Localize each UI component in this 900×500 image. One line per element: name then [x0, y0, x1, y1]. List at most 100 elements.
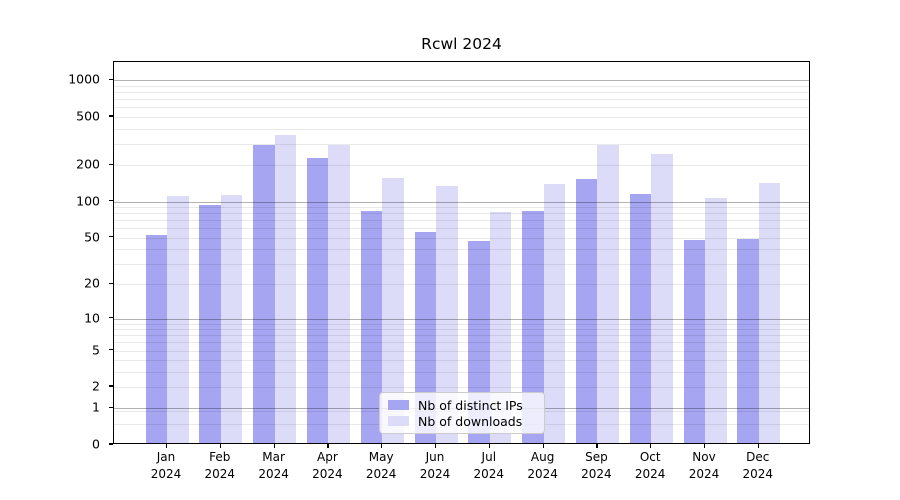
x-tick-label: Dec 2024 [742, 450, 774, 481]
bar-downloads [274, 134, 297, 443]
chart-title: Rcwl 2024 [421, 35, 502, 53]
y-tick-mark [109, 115, 113, 117]
gridline-minor [114, 99, 809, 101]
y-tick-label: 50 [84, 229, 100, 244]
legend-label-distinct-ips: Nb of distinct IPs [418, 397, 523, 413]
bar-distinct-ips [575, 179, 598, 443]
x-tick-mark [704, 444, 706, 448]
gridline-minor [114, 323, 809, 325]
y-tick-mark [109, 316, 113, 319]
gridline-minor [114, 263, 809, 265]
y-tick-label: 1000 [68, 71, 100, 87]
legend: Nb of distinct IPs Nb of downloads [379, 392, 545, 434]
x-tick-label: Feb 2024 [204, 450, 236, 481]
x-tick-mark [650, 444, 652, 448]
x-tick-label: Sep 2024 [581, 450, 612, 481]
gridline-major [114, 318, 809, 320]
bar-downloads [489, 211, 512, 443]
bar-distinct-ips [683, 239, 705, 443]
gridline-minor [114, 284, 809, 286]
x-tick-label: Jan 2024 [150, 450, 182, 481]
bar-distinct-ips [414, 231, 436, 443]
x-tick-label: Apr 2024 [312, 450, 343, 481]
x-tick-mark [273, 444, 275, 448]
legend-swatch-downloads [388, 415, 409, 427]
y-tick-mark [109, 282, 113, 284]
y-tick-label: 2 [92, 378, 100, 394]
bar-downloads [705, 197, 727, 443]
bar-distinct-ips [199, 205, 221, 443]
x-tick-mark [381, 444, 383, 448]
bar-distinct-ips [253, 144, 275, 443]
gridline-minor [114, 329, 809, 331]
y-tick-label: 5 [92, 342, 100, 357]
x-tick-mark [757, 444, 759, 448]
gridline-minor [114, 335, 809, 337]
bar-distinct-ips [629, 194, 652, 443]
gridline-minor [114, 371, 809, 373]
x-tick-label: Aug 2024 [527, 450, 558, 481]
gridline-minor [114, 107, 809, 109]
gridline-minor [114, 237, 809, 239]
x-tick-mark [166, 444, 168, 448]
y-tick-label: 20 [84, 275, 100, 291]
gridline-minor [114, 117, 809, 118]
y-tick-label: 200 [76, 156, 100, 172]
bar-downloads [328, 144, 350, 443]
bar-distinct-ips [306, 157, 329, 443]
y-tick-mark [109, 78, 113, 80]
bar-downloads [543, 183, 566, 443]
gridline-major [114, 80, 809, 82]
bar-downloads [597, 144, 619, 443]
x-tick-label: Nov 2024 [688, 450, 720, 481]
plot-area [113, 61, 810, 444]
gridline-minor [114, 220, 809, 222]
y-tick-mark [109, 348, 113, 351]
legend-label-downloads: Nb of downloads [418, 413, 523, 429]
gridline-minor [114, 213, 809, 215]
gridline-minor [114, 86, 809, 87]
gridline-minor [114, 128, 809, 130]
gridline-minor [114, 350, 809, 352]
legend-row-distinct-ips: Nb of distinct IPs [388, 398, 536, 413]
x-tick-mark [435, 444, 437, 448]
bar-downloads [651, 153, 673, 443]
x-tick-label: Jun 2024 [419, 450, 451, 481]
x-tick-mark [542, 444, 544, 448]
y-tick-label: 100 [76, 193, 100, 208]
y-tick-mark [109, 235, 113, 238]
gridline-minor [114, 207, 809, 208]
y-tick-mark [109, 163, 113, 165]
x-tick-mark [488, 444, 490, 448]
bar-distinct-ips [522, 210, 544, 443]
legend-swatch-distinct-ips [388, 399, 409, 411]
x-tick-label: May 2024 [365, 450, 397, 481]
gridline-minor [114, 387, 809, 388]
y-tick-mark [109, 443, 113, 445]
bar-downloads [436, 186, 458, 443]
x-tick-mark [596, 444, 598, 448]
gridline-minor [114, 360, 809, 362]
bar-distinct-ips [145, 234, 167, 443]
x-tick-mark [219, 444, 221, 448]
gridline-minor [114, 249, 809, 250]
y-tick-mark [109, 406, 113, 408]
gridline-minor [114, 165, 809, 167]
bar-distinct-ips [360, 211, 383, 443]
gridline-minor [114, 143, 809, 145]
bar-downloads [167, 195, 189, 443]
y-tick-label: 0 [92, 436, 100, 452]
gridline-minor [114, 342, 809, 344]
y-tick-label: 10 [84, 310, 100, 325]
x-tick-mark [327, 444, 329, 448]
bar-downloads [758, 183, 781, 443]
gridline-minor [114, 92, 809, 94]
gridline-minor [114, 228, 809, 230]
x-tick-label: Oct 2024 [634, 450, 666, 481]
x-tick-label: Mar 2024 [258, 450, 289, 481]
y-tick-label: 500 [76, 108, 100, 124]
legend-row-downloads: Nb of downloads [388, 414, 536, 429]
y-tick-mark [109, 385, 113, 387]
bar-downloads [220, 194, 243, 443]
